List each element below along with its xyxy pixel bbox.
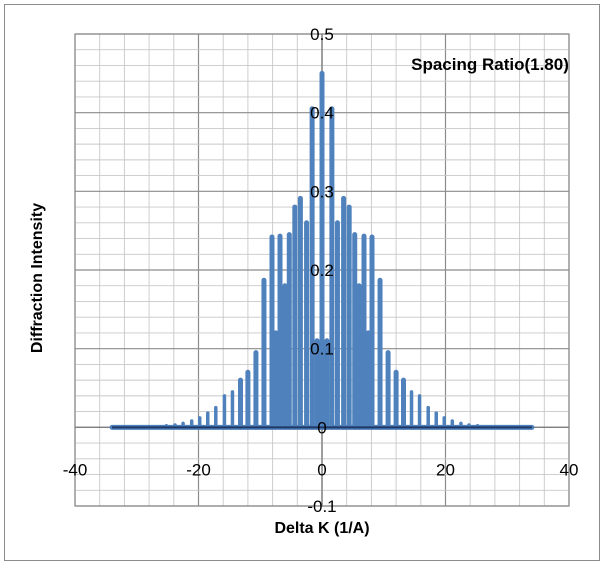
data-series	[109, 70, 535, 430]
x-tick-label: 0	[317, 460, 326, 479]
tick-labels: -0.1 0 0.1 0.2 0.3 0.4 0.5 -40 -20 0 20 40	[63, 25, 579, 516]
y-tick-label: 0.5	[310, 25, 334, 44]
y-tick-label: -0.1	[307, 497, 336, 516]
y-tick-label: 0.1	[310, 340, 334, 359]
y-tick-label: 0.2	[310, 261, 334, 280]
x-axis-title: Delta K (1/A)	[274, 520, 369, 537]
x-tick-label: -40	[63, 460, 88, 479]
x-tick-label: 20	[436, 460, 455, 479]
chart-title: Spacing Ratio(1.80)	[411, 55, 569, 74]
y-tick-label: 0	[317, 418, 326, 437]
y-axis-title: Diffraction Intensity	[29, 203, 46, 353]
y-tick-label: 0.4	[310, 104, 334, 123]
x-tick-label: 40	[560, 460, 579, 479]
y-tick-label: 0.3	[310, 182, 334, 201]
x-tick-label: -20	[186, 460, 211, 479]
